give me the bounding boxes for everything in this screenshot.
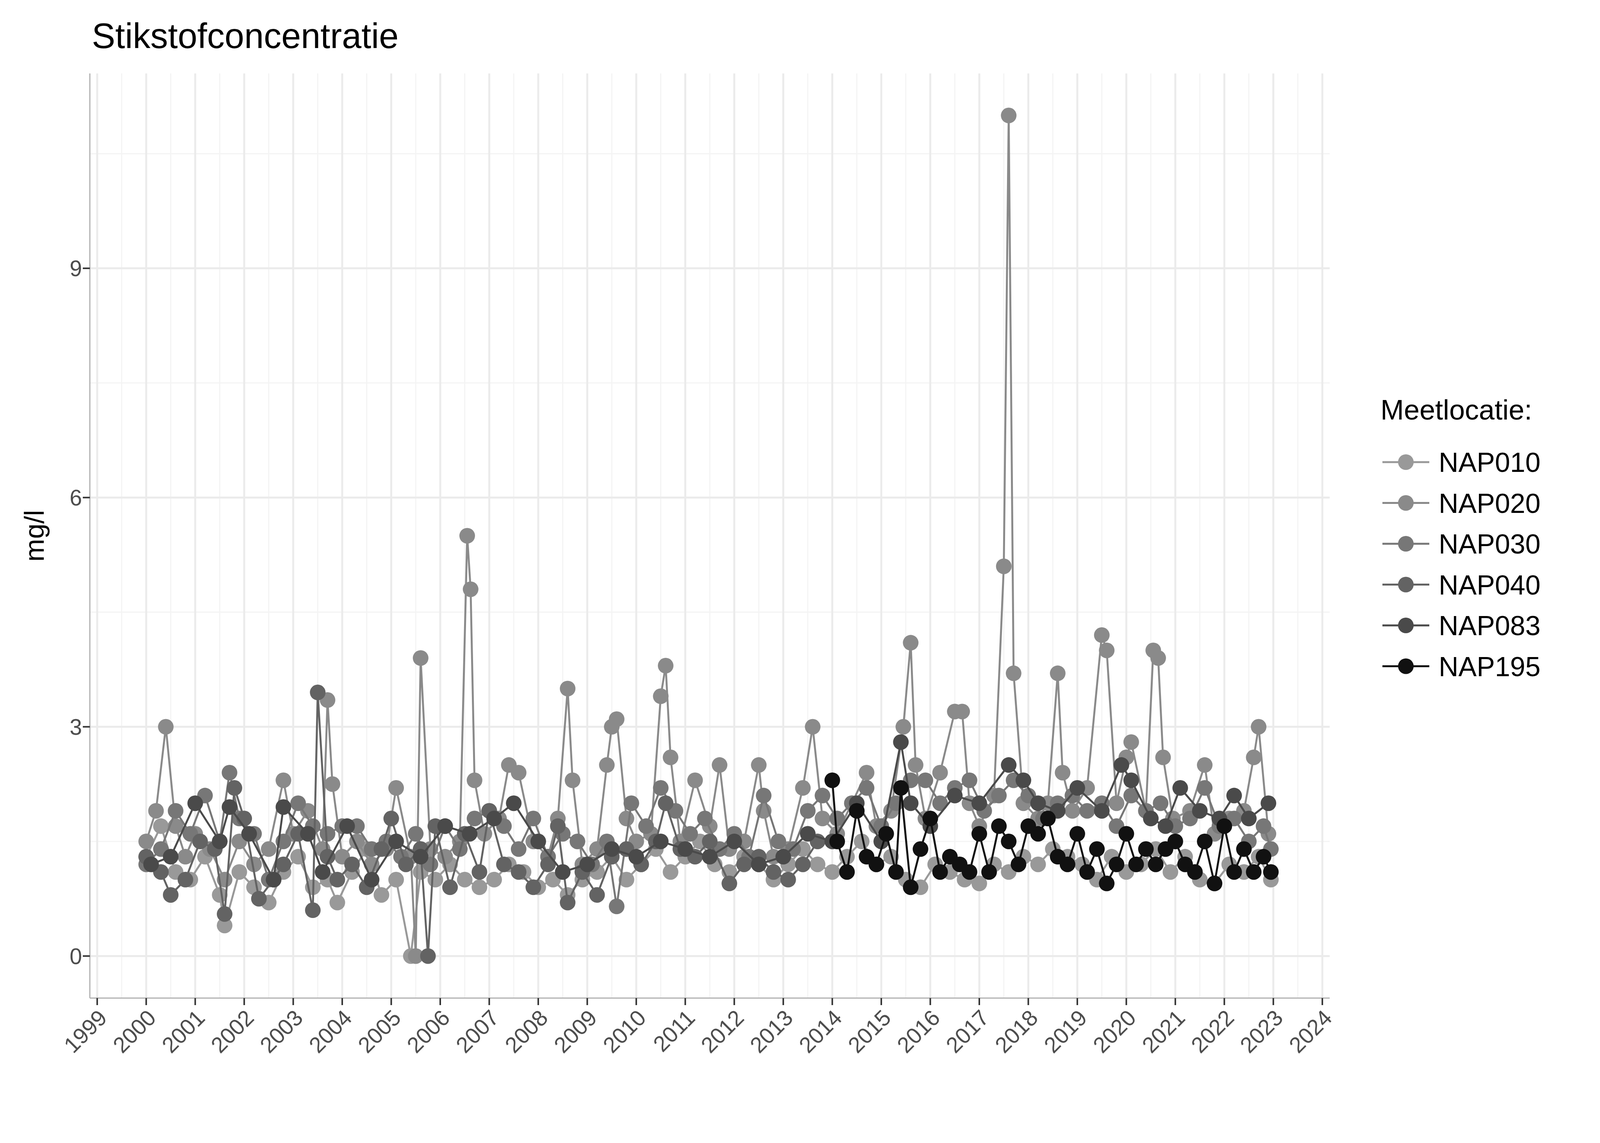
svg-text:2008: 2008 [500,1005,553,1058]
svg-text:2012: 2012 [696,1005,749,1058]
svg-text:2000: 2000 [107,1005,161,1058]
svg-text:3: 3 [69,714,83,740]
svg-text:2018: 2018 [989,1005,1043,1058]
svg-text:2007: 2007 [450,1005,504,1058]
svg-text:2021: 2021 [1137,1005,1190,1058]
svg-text:NAP083: NAP083 [1438,610,1541,642]
svg-text:2015: 2015 [842,1005,896,1058]
svg-text:9: 9 [69,255,83,281]
svg-text:2013: 2013 [744,1005,798,1058]
svg-text:6: 6 [69,485,83,511]
svg-text:2019: 2019 [1039,1005,1092,1058]
svg-text:2006: 2006 [401,1005,455,1058]
svg-text:2014: 2014 [793,1005,847,1058]
svg-text:2005: 2005 [352,1005,406,1058]
svg-text:NAP020: NAP020 [1438,488,1541,519]
svg-text:2011: 2011 [648,1005,700,1057]
svg-text:Meetlocatie:: Meetlocatie: [1380,394,1533,426]
svg-text:mg/l: mg/l [19,509,50,562]
svg-text:Stikstofconcentratie: Stikstofconcentratie [91,16,399,56]
svg-text:2002: 2002 [205,1005,259,1058]
svg-text:2016: 2016 [891,1005,945,1058]
svg-text:2020: 2020 [1087,1005,1141,1058]
svg-text:2003: 2003 [254,1005,308,1058]
svg-text:2004: 2004 [303,1005,357,1058]
svg-text:NAP040: NAP040 [1438,569,1541,601]
svg-text:2001: 2001 [157,1005,210,1058]
svg-text:1999: 1999 [58,1005,112,1058]
svg-text:2022: 2022 [1185,1005,1239,1058]
svg-text:NAP010: NAP010 [1438,447,1541,478]
svg-text:0: 0 [69,943,83,969]
svg-text:NAP195: NAP195 [1438,651,1541,683]
svg-text:2024: 2024 [1283,1005,1337,1058]
svg-text:2017: 2017 [941,1005,994,1058]
svg-text:2010: 2010 [598,1005,651,1058]
svg-text:NAP030: NAP030 [1438,528,1541,560]
svg-text:2009: 2009 [548,1005,602,1058]
svg-text:2023: 2023 [1235,1005,1288,1058]
